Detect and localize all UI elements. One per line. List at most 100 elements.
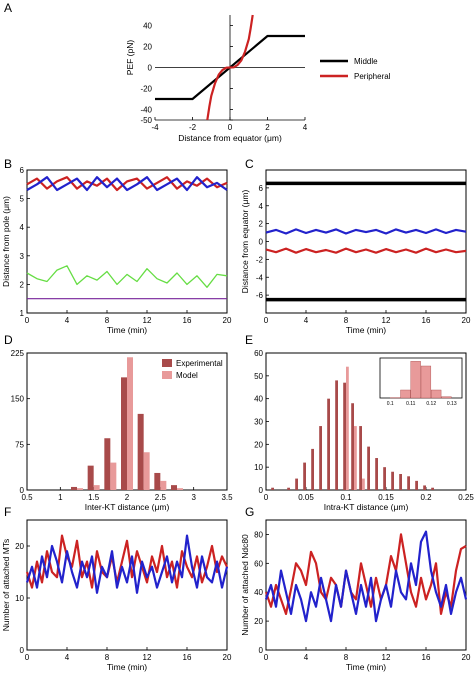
- bar-d-1: [160, 480, 167, 490]
- y-tick-label-f: 20: [15, 542, 24, 551]
- y-tick-label-e: 10: [254, 463, 263, 472]
- y-tick-label-b: 5: [20, 195, 25, 204]
- bar-e-0: [343, 382, 346, 490]
- y-tick-label-e: 40: [254, 395, 263, 404]
- x-tick-label-b: 8: [105, 316, 110, 325]
- legend-label-d-0: Experimental: [176, 359, 223, 368]
- y-tick-label-a: -40: [140, 106, 152, 115]
- bar-d-1: [143, 452, 150, 490]
- inset-bar-e: [431, 389, 442, 399]
- y-tick-label-c: 4: [259, 202, 264, 211]
- panel-letter-c: C: [245, 157, 254, 171]
- y-tick-label-a: 0: [148, 64, 153, 73]
- bar-e-0: [295, 478, 298, 490]
- x-tick-label-f: 8: [105, 653, 110, 662]
- x-tick-label-d: 3: [191, 493, 196, 502]
- bar-d-0: [137, 413, 144, 490]
- y-tick-label-e: 50: [254, 372, 263, 381]
- y-tick-label-b: 1: [20, 309, 25, 318]
- inset-tick-label-e: 0.13: [447, 401, 457, 407]
- y-tick-label-g: 40: [254, 588, 263, 597]
- legend-label-a-1: Peripheral: [354, 72, 391, 81]
- y-axis-label-b: Distance from pole (μm): [1, 196, 11, 287]
- series-line-b-0: [26, 176, 228, 192]
- bar-e-0: [271, 487, 274, 490]
- y-tick-label-e: 30: [254, 418, 263, 427]
- x-tick-label-c: 4: [304, 316, 309, 325]
- y-tick-label-g: 20: [254, 617, 263, 626]
- inset-tick-label-e: 0.12: [426, 401, 436, 407]
- x-tick-label-c: 16: [422, 316, 431, 325]
- x-tick-label-d: 1: [58, 493, 63, 502]
- x-tick-label-g: 0: [264, 653, 269, 662]
- y-tick-label-g: 80: [254, 530, 263, 539]
- x-tick-label-f: 4: [65, 653, 70, 662]
- plot-frame-g: [265, 519, 467, 651]
- bar-e-0: [319, 426, 322, 490]
- x-tick-label-e: 0.15: [378, 493, 394, 502]
- y-tick-label-a: 40: [143, 22, 152, 31]
- x-tick-label-a: -4: [151, 123, 159, 132]
- series-line-c-2: [265, 228, 467, 235]
- bar-e-0: [383, 467, 386, 490]
- bar-d-0: [154, 472, 161, 490]
- y-tick-label-b: 2: [20, 280, 25, 289]
- bar-e-0: [335, 380, 338, 490]
- x-tick-label-e: 0.2: [420, 493, 432, 502]
- x-tick-label-e: 0: [264, 493, 269, 502]
- legend-label-a-0: Middle: [354, 57, 378, 66]
- x-tick-label-a: 0: [228, 123, 233, 132]
- bar-e-0: [415, 480, 418, 490]
- x-tick-label-c: 0: [264, 316, 269, 325]
- y-tick-label-f: 10: [15, 594, 24, 603]
- x-tick-label-b: 0: [25, 316, 30, 325]
- y-tick-label-c: -2: [256, 255, 264, 264]
- panel-letter-g: G: [245, 505, 254, 519]
- y-tick-label-d: 0: [20, 486, 25, 495]
- x-tick-label-a: 4: [303, 123, 308, 132]
- bar-e-0: [287, 487, 290, 490]
- x-tick-label-e: 0.25: [458, 493, 474, 502]
- y-axis-label-f: Number of attached MTs: [1, 539, 11, 632]
- y-tick-label-f: 0: [20, 646, 25, 655]
- bar-e-0: [431, 487, 434, 490]
- bar-e-0: [351, 403, 354, 490]
- bar-d-1: [93, 485, 100, 490]
- series-line-b-1: [26, 176, 228, 192]
- y-tick-label-e: 60: [254, 349, 263, 358]
- inset-bar-e: [400, 389, 411, 399]
- x-tick-label-b: 20: [223, 316, 232, 325]
- x-tick-label-e: 0.1: [340, 493, 352, 502]
- y-tick-label-c: 2: [259, 220, 264, 229]
- x-tick-label-d: 1.5: [88, 493, 100, 502]
- series-line-b-2: [26, 265, 228, 288]
- y-tick-label-d: 150: [11, 395, 25, 404]
- bar-d-1: [177, 488, 183, 490]
- x-axis-label-c: Time (min): [346, 325, 386, 335]
- x-tick-label-c: 12: [382, 316, 391, 325]
- plot-frame-b: [26, 169, 228, 314]
- y-tick-label-g: 0: [259, 646, 264, 655]
- bar-e-0: [311, 448, 314, 490]
- bar-e-0: [327, 398, 330, 490]
- y-tick-label-b: 3: [20, 252, 25, 261]
- panel-letter-a: A: [4, 1, 12, 15]
- bar-e-1: [346, 366, 349, 490]
- x-tick-label-d: 2.5: [155, 493, 167, 502]
- legend-swatch-d-0: [162, 359, 172, 367]
- x-tick-label-f: 0: [25, 653, 30, 662]
- x-tick-label-d: 0.5: [21, 493, 33, 502]
- bar-d-1: [77, 488, 83, 490]
- x-tick-label-g: 12: [382, 653, 391, 662]
- panel-letter-e: E: [245, 333, 253, 347]
- bar-e-1: [362, 478, 365, 490]
- x-axis-label-b: Time (min): [107, 325, 147, 335]
- bar-e-0: [391, 471, 394, 490]
- inset-tick-label-e: 0.1: [387, 401, 394, 407]
- y-axis-label-g: Number of attached Ndc80: [240, 534, 250, 636]
- x-axis-label-a: Distance from equator (μm): [178, 133, 282, 143]
- x-axis-label-e: Intra-KT distance (μm): [324, 502, 409, 512]
- bar-d-0: [87, 465, 94, 490]
- y-tick-label-c: 6: [259, 184, 264, 193]
- bar-e-0: [303, 462, 306, 490]
